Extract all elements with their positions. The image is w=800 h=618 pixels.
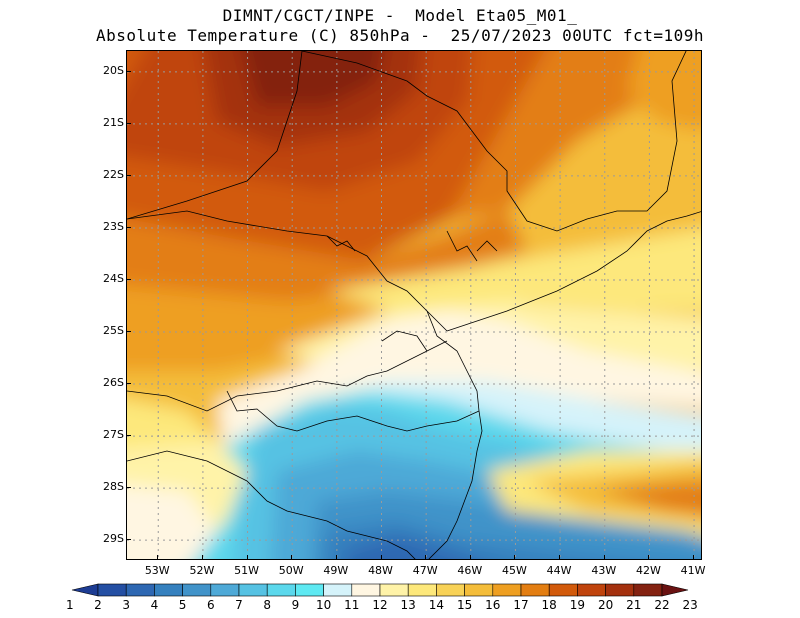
- colorbar-label: 22: [654, 598, 670, 612]
- colorbar-label: 3: [122, 598, 130, 612]
- lon-tick: [469, 555, 471, 560]
- colorbar-label: 5: [178, 598, 187, 612]
- colorbar-label: 2: [94, 598, 102, 612]
- lon-label: 46W: [457, 564, 483, 577]
- lat-tick: [126, 70, 131, 72]
- colorbar-label: 21: [626, 598, 642, 612]
- lat-tick: [126, 122, 131, 124]
- lon-tick: [201, 555, 203, 560]
- lon-label: 49W: [323, 564, 349, 577]
- lat-label: 29S: [103, 532, 124, 546]
- colorbar-swatch: [520, 583, 550, 597]
- colorbar-swatch: [492, 583, 522, 597]
- colorbar-label: 12: [372, 598, 388, 612]
- colorbar-swatch: [407, 583, 437, 597]
- colorbar-label: 8: [263, 598, 271, 612]
- lon-label: 51W: [234, 564, 259, 577]
- lat-tick: [126, 383, 131, 385]
- colorbar-label: 1: [65, 598, 74, 612]
- lat-label: 20S: [103, 63, 124, 77]
- colorbar-swatch: [351, 583, 381, 597]
- lon-label: 44W: [546, 564, 572, 577]
- colorbar-swatch: [295, 583, 324, 597]
- lat-tick: [126, 174, 131, 176]
- colorbar-label: 14: [428, 598, 445, 612]
- lon-tick: [291, 555, 293, 560]
- lat-lon-grid: [127, 51, 701, 559]
- lon-tick: [246, 555, 248, 560]
- colorbar-label: 17: [513, 598, 529, 612]
- lon-tick: [693, 555, 695, 560]
- colorbar-label: 7: [235, 598, 243, 612]
- lat-label: 21S: [103, 115, 124, 129]
- colorbar-swatch: [605, 583, 635, 597]
- lat-tick: [126, 487, 131, 489]
- colorbar-swatch: [125, 583, 155, 597]
- colorbar-label: 13: [400, 598, 416, 612]
- colorbar-swatch: [436, 583, 465, 597]
- lat-tick: [126, 435, 131, 437]
- colorbar-arrow-low: [71, 583, 99, 597]
- lon-label: 52W: [189, 564, 215, 577]
- lon-label: 48W: [368, 564, 393, 577]
- lon-label: 41W: [680, 564, 706, 577]
- colorbar-swatch: [379, 583, 409, 597]
- lon-tick: [380, 555, 382, 560]
- lon-tick: [425, 555, 427, 560]
- chart-title-line-1: DIMNT/CGCT/INPE - Model Eta05_M01_: [222, 6, 578, 25]
- colorbar-swatch: [633, 583, 663, 597]
- lon-tick: [603, 555, 605, 560]
- temperature-shading: [127, 51, 701, 559]
- lat-label: 24S: [103, 271, 124, 285]
- colorbar-label: 19: [569, 598, 586, 612]
- lat-label: 25S: [103, 324, 124, 338]
- lat-tick: [126, 539, 131, 541]
- lon-tick: [335, 555, 337, 560]
- colorbar-label: 10: [315, 598, 332, 612]
- colorbar: [71, 583, 689, 597]
- lat-tick: [126, 226, 131, 228]
- colorbar-label: 15: [456, 598, 473, 612]
- colorbar-swatch: [548, 583, 578, 597]
- colorbar-arrow-high: [661, 583, 689, 597]
- colorbar-swatch: [182, 583, 212, 597]
- temperature-map: [126, 50, 702, 560]
- colorbar-label: 9: [291, 598, 300, 612]
- political-boundaries: [127, 51, 701, 559]
- lon-label: 45W: [502, 564, 527, 577]
- chart-title-line-2: Absolute Temperature (C) 850hPa - 25/07/…: [96, 26, 704, 45]
- lon-tick: [559, 555, 561, 560]
- lon-label: 42W: [635, 564, 661, 577]
- lat-label: 23S: [103, 219, 124, 233]
- colorbar-swatch: [97, 583, 127, 597]
- lat-label: 27S: [103, 428, 124, 442]
- colorbar-label: 11: [344, 598, 360, 612]
- colorbar-label: 23: [682, 598, 698, 612]
- lon-tick: [514, 555, 516, 560]
- lon-tick: [157, 555, 159, 560]
- lon-label: 50W: [278, 564, 304, 577]
- lat-label: 28S: [103, 480, 124, 494]
- colorbar-swatch: [577, 583, 606, 597]
- temperature-field: [127, 51, 701, 559]
- colorbar-label: 20: [597, 598, 614, 612]
- lat-label: 22S: [103, 167, 124, 181]
- colorbar-swatch: [238, 583, 268, 597]
- lat-label: 26S: [103, 376, 124, 390]
- lon-label: 47W: [412, 564, 438, 577]
- colorbar-label: 18: [541, 598, 557, 612]
- colorbar-swatch: [210, 583, 240, 597]
- lon-tick: [648, 555, 650, 560]
- lon-label: 53W: [144, 564, 170, 577]
- colorbar-swatch: [266, 583, 296, 597]
- colorbar-swatch: [154, 583, 183, 597]
- lat-tick: [126, 278, 131, 280]
- colorbar-label: 6: [206, 598, 215, 612]
- colorbar-swatch: [323, 583, 353, 597]
- colorbar-label: 16: [485, 598, 501, 612]
- lat-tick: [126, 331, 131, 333]
- colorbar-swatch: [464, 583, 494, 597]
- lon-label: 43W: [591, 564, 617, 577]
- colorbar-label: 4: [150, 598, 159, 612]
